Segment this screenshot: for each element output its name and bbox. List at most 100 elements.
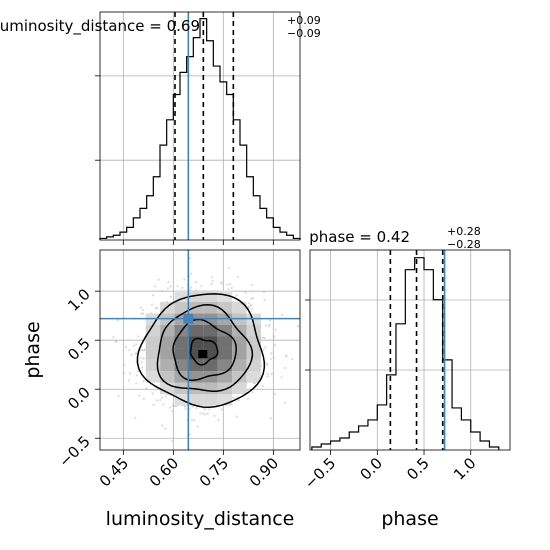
joint-density-cell [217,394,233,406]
joint-sample-point [150,303,153,306]
joint-sample-point [236,395,239,398]
joint-density-cell [217,324,233,337]
joint-density-cell [188,394,204,406]
joint-sample-point [269,319,272,322]
joint-sample-point [190,419,193,422]
joint-density-cell [203,301,218,314]
joint-sample-point [176,285,179,288]
joint-density-cell [160,359,175,372]
ld-hist-frame [99,11,301,241]
joint-density-cells [145,290,261,406]
joint-density-cell [203,382,218,395]
joint-sample-point [169,285,172,288]
joint-sample-point [135,382,138,385]
joint-sample-point [204,413,207,416]
joint-density-cell [203,371,218,383]
joint-sample-point [280,376,283,379]
joint-density-cell [188,371,204,383]
joint-sample-point [127,379,131,382]
joint-sample-point [272,356,275,359]
joint-sample-point [270,372,273,375]
joint-sample-point [208,408,211,411]
phase-title-plus: +0.28 [447,225,481,238]
joint-sample-point [273,336,276,339]
joint-sample-point [164,427,167,430]
joint-sample-point [169,295,172,298]
joint-sample-point [193,419,196,422]
joint-sample-point [269,357,272,360]
joint-sample-point [171,410,174,413]
phase-xtick-label: 0.0 [357,454,387,484]
joint-sample-point [280,313,284,317]
joint-sample-point [231,396,235,399]
joint-sample-point [122,371,125,374]
joint-density-cell [232,359,247,372]
ld-hist-grid [95,12,300,245]
joint-density-cell [145,348,161,360]
joint-density-cell [246,359,261,372]
joint-sample-point [128,348,131,352]
joint-sample-point [226,283,229,286]
joint-panel: 0.45 0.60 0.75 0.90 −0.5 0.0 0.5 1.0 luminosit… [22,249,301,530]
joint-sample-point [137,335,140,338]
joint-sample-point [235,294,238,297]
joint-sample-point [132,344,135,347]
joint-sample-point [159,398,162,402]
joint-sample-point [125,345,128,348]
joint-ytick-label: −0.5 [55,432,93,470]
phase-hist-frame [309,249,511,451]
joint-density-cell [145,336,161,349]
joint-density-cell [232,301,247,314]
joint-sample-point [117,394,120,398]
joint-density-cell [203,336,218,349]
joint-density-cell [160,371,175,383]
phase-xtick-label: −0.5 [301,454,339,492]
joint-sample-point [152,403,155,406]
joint-sample-point [140,361,143,364]
joint-density-cell [145,359,161,372]
joint-density-cell [203,348,218,360]
joint-sample-point [142,397,145,400]
joint-sample-point [191,405,194,408]
joint-sample-point [251,391,254,394]
joint-sample-point [134,343,138,346]
joint-sample-point [248,302,251,305]
joint-sample-point [181,286,184,289]
joint-sample-point [168,406,172,409]
x-axis-label-luminosity-distance: luminosity_distance [106,508,295,530]
joint-density-cell [145,371,161,383]
joint-density-cell [232,371,247,383]
joint-sample-point [204,408,207,411]
joint-sample-point [139,306,142,309]
joint-density-cell [188,348,204,360]
joint-sample-point [211,279,214,282]
joint-sample-point [114,340,117,343]
joint-ytick-label: 0.0 [64,383,94,413]
joint-sample-point [195,280,198,284]
joint-sample-point [145,387,148,390]
joint-sample-point [142,357,145,360]
phase-title-minus: −0.28 [447,238,481,251]
joint-sample-point [221,282,224,285]
joint-sample-point [190,286,193,289]
joint-density-cell [217,359,233,372]
joint-density-cell [217,348,233,360]
phase-xtick-label: 0.5 [403,454,433,484]
joint-sample-point [151,392,154,395]
joint-sample-point [266,375,269,378]
joint-sample-point [264,324,267,327]
joint-density-cell [160,324,175,337]
joint-contour-line [156,303,254,392]
joint-density-cell [217,301,233,314]
joint-sample-point [164,395,167,398]
joint-contour-line [189,337,219,366]
joint-density-cell [145,324,161,337]
joint-sample-point [237,399,240,402]
joint-sample-point [123,363,126,366]
joint-sample-point [246,389,249,392]
joint-sample-point [152,294,155,297]
joint-sample-point [206,412,209,415]
joint-sample-point [166,287,170,290]
joint-sample-point [217,418,220,421]
